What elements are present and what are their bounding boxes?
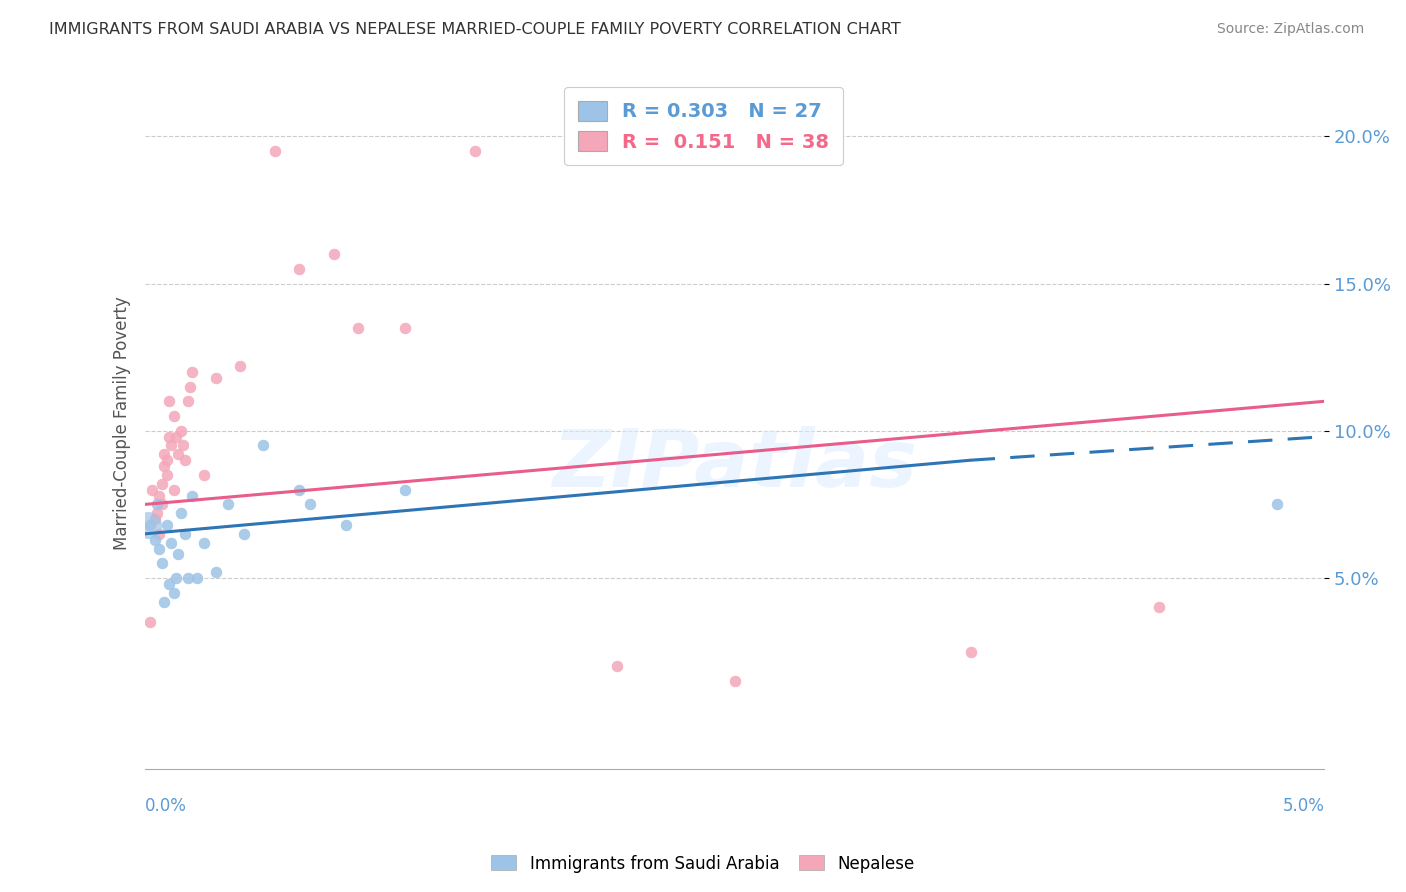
Point [323,247,346,261]
Point [143,533,166,547]
Point [228,359,250,373]
Point [162,585,184,599]
Point [177,394,200,409]
Point [165,571,187,585]
Point [264,144,287,158]
Point [167,548,190,562]
Point [157,394,180,409]
Point [160,535,183,549]
Point [299,497,322,511]
Point [179,379,201,393]
Point [1265,497,1288,511]
Point [174,453,197,467]
Point [160,438,183,452]
Point [153,447,176,461]
Point [1147,600,1170,615]
Point [153,594,176,608]
Point [170,424,193,438]
Point [394,320,416,334]
Point [148,541,170,556]
Point [724,673,747,688]
Point [139,615,162,629]
Point [233,526,256,541]
Point [174,526,197,541]
Point [252,438,274,452]
Point [181,365,204,379]
Point [155,518,177,533]
Point [148,526,170,541]
Point [464,144,486,158]
Point [217,497,239,511]
Point [150,497,173,511]
Point [335,518,357,533]
Point [141,483,163,497]
Point [606,659,628,673]
Point [193,467,215,482]
Legend: Immigrants from Saudi Arabia, Nepalese: Immigrants from Saudi Arabia, Nepalese [485,848,921,880]
Point [959,644,981,658]
Text: IMMIGRANTS FROM SAUDI ARABIA VS NEPALESE MARRIED-COUPLE FAMILY POVERTY CORRELATI: IMMIGRANTS FROM SAUDI ARABIA VS NEPALESE… [49,22,901,37]
Point [146,497,169,511]
Point [162,409,184,423]
Point [146,506,169,520]
Point [205,565,228,579]
Point [136,518,159,533]
Point [162,483,184,497]
Point [165,430,187,444]
Point [170,506,193,520]
Point [287,261,309,276]
Text: 5.0%: 5.0% [1282,797,1324,815]
Point [139,518,162,533]
Point [167,447,190,461]
Point [155,467,177,482]
Legend: R = 0.303   N = 27, R =  0.151   N = 38: R = 0.303 N = 27, R = 0.151 N = 38 [564,87,844,165]
Point [172,438,194,452]
Point [193,535,215,549]
Text: ZIPatlas: ZIPatlas [553,425,917,504]
Point [181,489,204,503]
Point [177,571,200,585]
Point [150,556,173,570]
Point [155,453,177,467]
Point [157,577,180,591]
Point [287,483,309,497]
Text: 0.0%: 0.0% [145,797,187,815]
Point [205,370,228,384]
Point [157,430,180,444]
Point [186,571,208,585]
Point [153,459,176,474]
Point [148,489,170,503]
Point [394,483,416,497]
Point [143,512,166,526]
Point [346,320,368,334]
Point [150,476,173,491]
Y-axis label: Married-Couple Family Poverty: Married-Couple Family Poverty [114,296,131,550]
Text: Source: ZipAtlas.com: Source: ZipAtlas.com [1216,22,1364,37]
